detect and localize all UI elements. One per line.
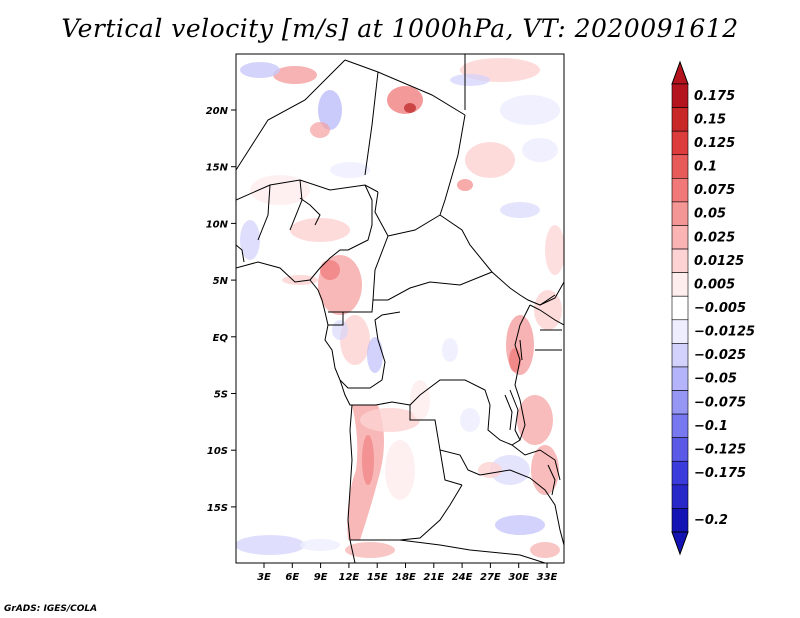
- colorbar: 0.175 0.15 0.125 0.1 0.075 0.05 0.025 0.0125 0.0…: [671, 60, 755, 556]
- colorbar-label: 0.025: [694, 230, 735, 245]
- longitude-axis: 3E 6E 9E 12E 15E 18E 21E 24E 27E 30E 33E: [257, 563, 558, 583]
- colorbar-swatch: [671, 178, 689, 203]
- colorbar-label: −0.075: [694, 395, 746, 410]
- lon-tick-label: 33E: [537, 572, 558, 583]
- lat-tick-label: 10N: [206, 219, 229, 230]
- lon-tick-label: 24E: [452, 572, 473, 583]
- colorbar-swatch: [671, 130, 689, 156]
- lon-tick-label: 27E: [480, 572, 501, 583]
- colorbar-label: 0.15: [694, 112, 726, 127]
- colorbar-label: −0.005: [694, 301, 746, 316]
- colorbar-label: 0.175: [694, 89, 735, 104]
- country-boundaries: [236, 54, 564, 563]
- colorbar-label: 0.1: [694, 160, 717, 175]
- colorbar-swatch: [671, 437, 689, 462]
- colorbar-label: −0.025: [694, 348, 746, 363]
- colorbar-swatch: [671, 201, 689, 226]
- colorbar-swatch: [671, 107, 689, 132]
- lat-tick-label: EQ: [213, 333, 229, 344]
- colorbar-swatch: [671, 366, 689, 391]
- colorbar-swatch: [671, 390, 689, 415]
- colorbar-label: −0.05: [694, 372, 737, 387]
- colorbar-label: 0.125: [694, 136, 735, 151]
- colorbar-swatch: [671, 272, 689, 297]
- colorbar-label: −0.0125: [694, 325, 755, 340]
- colorbar-bottom-arrow: [671, 531, 689, 556]
- lon-tick-label: 21E: [423, 572, 444, 583]
- lon-tick-label: 18E: [395, 572, 416, 583]
- colorbar-label: −0.125: [694, 442, 746, 457]
- colorbar-swatch: [671, 248, 689, 273]
- lon-tick-label: 9E: [314, 572, 328, 583]
- grads-credit: GrADS: IGES/COLA: [4, 604, 98, 614]
- map-frame: [235, 53, 565, 564]
- colorbar-swatch: [671, 413, 689, 438]
- lon-tick-label: 15E: [367, 572, 388, 583]
- lon-tick-label: 3E: [257, 572, 271, 583]
- colorbar-label: 0.05: [694, 207, 726, 222]
- colorbar-label: −0.175: [694, 466, 746, 481]
- lat-tick-label: 20N: [206, 106, 229, 117]
- colorbar-swatch: [671, 319, 689, 344]
- lat-tick-label: 15N: [206, 163, 229, 174]
- lon-tick-label: 30E: [508, 572, 529, 583]
- velocity-shading: [236, 54, 564, 563]
- colorbar-label: −0.2: [694, 513, 728, 528]
- colorbar-swatch: [671, 343, 689, 368]
- lon-tick-label: 12E: [339, 572, 360, 583]
- colorbar-label: 0.005: [694, 277, 735, 292]
- lon-tick-label: 6E: [285, 572, 299, 583]
- lat-tick-label: 10S: [207, 446, 228, 457]
- lat-tick-label: 15S: [207, 503, 228, 514]
- colorbar-label: 0.075: [694, 183, 735, 198]
- colorbar-swatch: [671, 295, 689, 321]
- colorbar-label: 0.0125: [694, 254, 744, 269]
- colorbar-top-arrow: [671, 60, 689, 85]
- colorbar-swatch: [671, 154, 689, 179]
- colorbar-swatch: [671, 83, 689, 108]
- lat-tick-label: 5S: [214, 390, 228, 401]
- map-title: Vertical velocity [m/s] at 1000hPa, VT: …: [61, 14, 739, 43]
- colorbar-swatch: [671, 508, 689, 533]
- lat-tick-label: 5N: [213, 276, 229, 287]
- colorbar-label: −0.1: [694, 419, 728, 434]
- colorbar-swatch: [671, 484, 689, 509]
- colorbar-swatch: [671, 460, 689, 486]
- colorbar-swatch: [671, 225, 689, 250]
- latitude-axis: 20N 15N 10N 5N EQ 5S 10S 15S: [206, 106, 236, 514]
